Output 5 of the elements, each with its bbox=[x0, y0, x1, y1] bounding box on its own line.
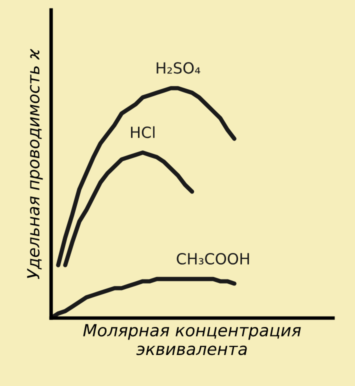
series-label: H₂SO₄ bbox=[156, 62, 200, 74]
series-label: CH₃COOH bbox=[176, 252, 249, 265]
series-label: HCl bbox=[131, 126, 154, 138]
y-axis-title: Удельная проводимость ϰ bbox=[27, 48, 43, 279]
x-axis-title: Молярная концентрация эквивалента bbox=[83, 324, 301, 356]
